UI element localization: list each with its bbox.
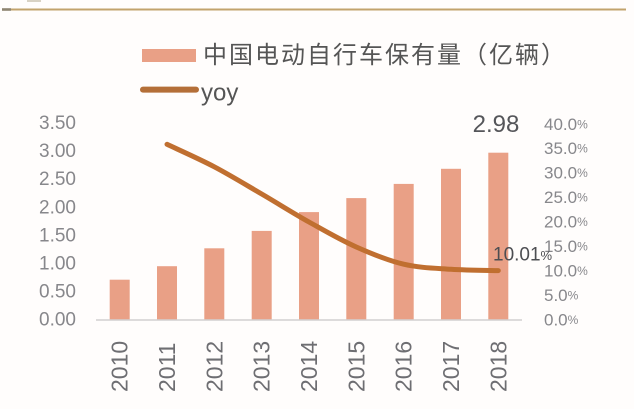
svg-text:2014: 2014 bbox=[296, 341, 322, 392]
svg-text:2018: 2018 bbox=[485, 341, 511, 392]
svg-text:2.50: 2.50 bbox=[39, 169, 76, 190]
svg-text:2.98: 2.98 bbox=[473, 111, 520, 138]
svg-text:3.50: 3.50 bbox=[39, 113, 76, 134]
svg-text:2010: 2010 bbox=[107, 341, 133, 392]
svg-text:2.00: 2.00 bbox=[39, 197, 76, 218]
svg-text:40.0%: 40.0% bbox=[544, 115, 588, 134]
svg-text:2017: 2017 bbox=[438, 341, 464, 392]
svg-text:30.0%: 30.0% bbox=[544, 164, 588, 183]
svg-text:0.00: 0.00 bbox=[39, 309, 76, 330]
svg-text:0.0%: 0.0% bbox=[544, 310, 579, 329]
svg-text:yoy: yoy bbox=[201, 80, 238, 107]
svg-text:2013: 2013 bbox=[249, 341, 275, 392]
svg-text:20.0%: 20.0% bbox=[544, 213, 588, 232]
svg-text:10.0%: 10.0% bbox=[544, 262, 588, 281]
svg-text:10.01%: 10.01% bbox=[493, 245, 553, 266]
svg-text:2015: 2015 bbox=[343, 341, 369, 392]
svg-text:中国电动自行车保有量（亿辆）: 中国电动自行车保有量（亿辆） bbox=[203, 42, 567, 69]
svg-text:3.00: 3.00 bbox=[39, 141, 76, 162]
svg-text:35.0%: 35.0% bbox=[544, 139, 588, 158]
svg-text:15.0%: 15.0% bbox=[544, 237, 588, 256]
svg-text:5.0%: 5.0% bbox=[544, 286, 579, 305]
svg-text:0.50: 0.50 bbox=[39, 281, 76, 302]
svg-text:1.00: 1.00 bbox=[39, 253, 76, 274]
svg-text:1.50: 1.50 bbox=[39, 225, 76, 246]
svg-text:2012: 2012 bbox=[201, 341, 227, 392]
svg-text:25.0%: 25.0% bbox=[544, 188, 588, 207]
svg-text:2011: 2011 bbox=[154, 343, 180, 392]
svg-text:2016: 2016 bbox=[391, 341, 417, 392]
